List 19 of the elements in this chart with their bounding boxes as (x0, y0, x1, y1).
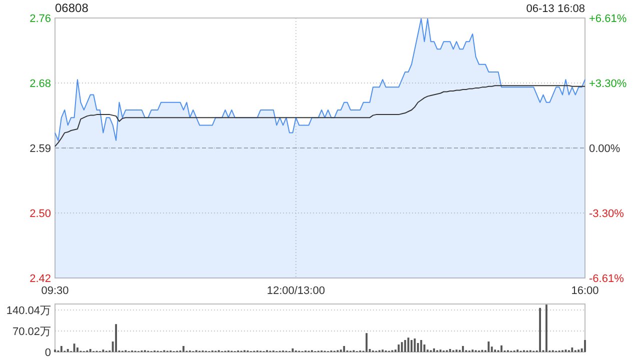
y-tick-label: 2.76 (30, 13, 51, 25)
y-tick-label: 2.50 (30, 208, 51, 220)
y-tick-label: 140.04万 (6, 304, 51, 317)
y-tick-label: 2.59 (30, 143, 51, 155)
x-tick-label: 12:00/13:00 (266, 285, 325, 297)
y-tick-label: 70.02万 (12, 326, 51, 338)
y2-tick-label: -6.61% (589, 273, 624, 285)
chart-title: 06808 (55, 1, 89, 15)
y2-tick-label: +3.30% (589, 78, 627, 90)
y2-tick-label: -3.30% (589, 208, 624, 220)
chart-subtitle: 06-13 16:08 (526, 3, 585, 15)
line-series (54, 85, 586, 147)
y2-tick-label: +6.61% (589, 13, 627, 25)
y-tick-label: 2.68 (30, 78, 51, 90)
x-tick-label: 16:00 (571, 285, 599, 297)
y2-tick-label: 0.00% (589, 143, 620, 155)
y-tick-label: 0 (44, 347, 51, 359)
y-tick-label: 2.42 (30, 273, 51, 285)
x-tick-label: 09:30 (41, 285, 69, 297)
